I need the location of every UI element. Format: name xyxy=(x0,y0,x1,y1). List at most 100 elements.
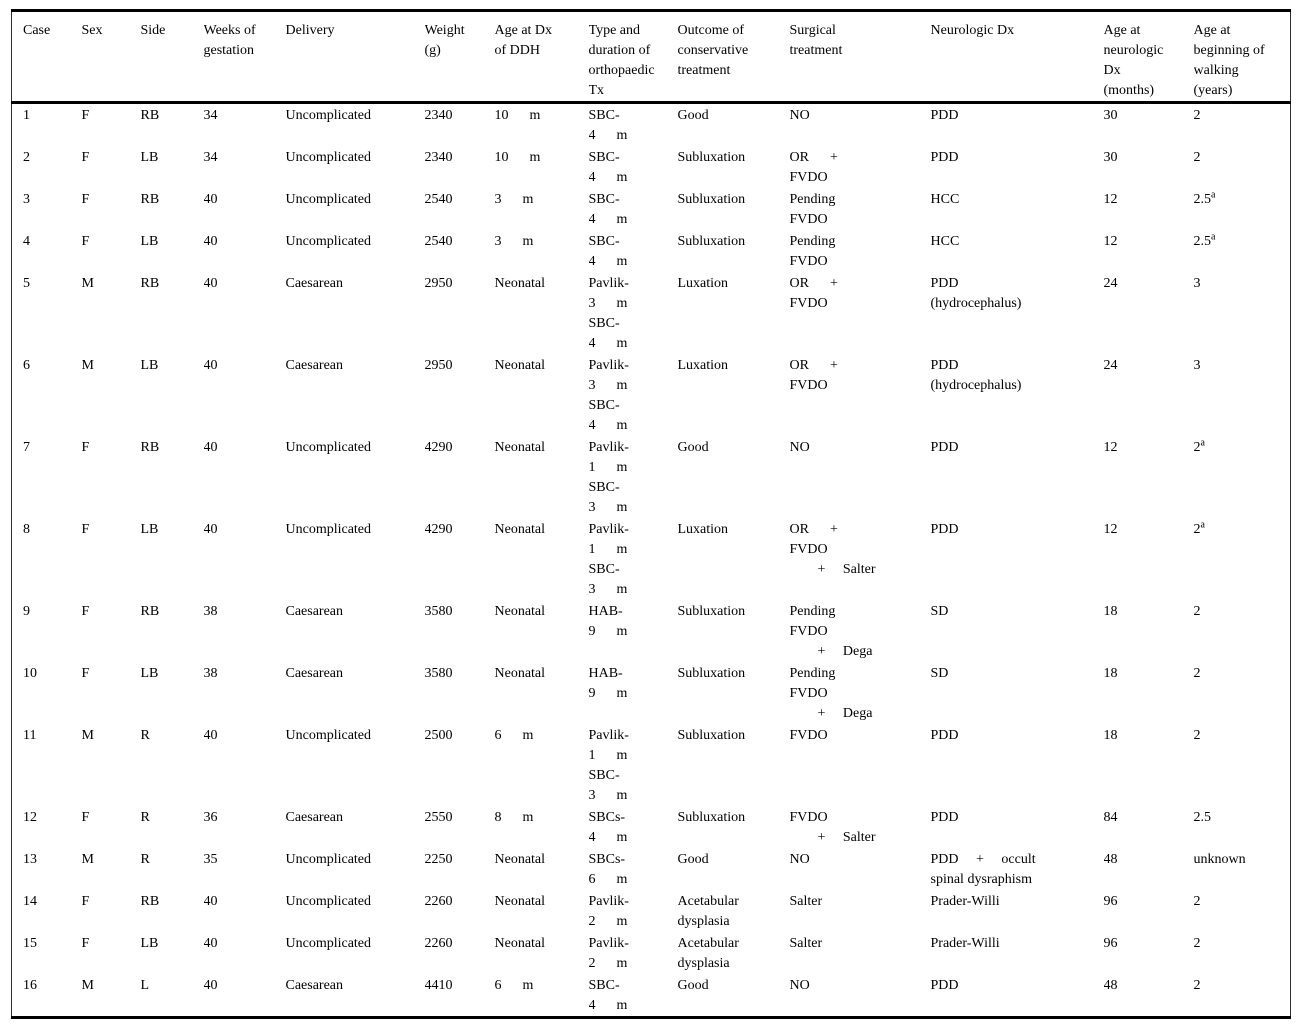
cell-age-neurologic-dx: 12 xyxy=(1103,440,1118,455)
cell-orthopaedic-tx: Pavlik- 1 m SBC- 3 m xyxy=(588,728,629,803)
cell-side: RB xyxy=(140,440,160,455)
cell-age-neurologic-dx: 24 xyxy=(1103,358,1118,373)
cell-surgical-treatment: OR + FVDO xyxy=(789,358,838,393)
cell-outcome: Luxation xyxy=(677,522,729,537)
cell-age-neurologic-dx: 96 xyxy=(1103,936,1118,951)
cell-orthopaedic-tx: Pavlik- 1 m SBC- 3 m xyxy=(588,522,629,597)
cell-age-at-dx: Neonatal xyxy=(494,894,546,909)
cell-neurologic-dx: PDD xyxy=(930,108,959,123)
cell-delivery: Caesarean xyxy=(285,276,344,291)
cell-outcome: Subluxation xyxy=(677,604,746,619)
cell-weight: 3580 xyxy=(424,604,453,619)
cell-age-neurologic-dx: 12 xyxy=(1103,522,1118,537)
cell-delivery: Uncomplicated xyxy=(285,852,372,867)
cell-orthopaedic-tx: HAB- 9 m xyxy=(588,604,628,639)
cell-sex: F xyxy=(81,604,90,619)
cell-sex: M xyxy=(81,358,94,373)
cell-age-walking: 2 xyxy=(1193,666,1201,681)
col-header-neurologic-dx: Neurologic Dx xyxy=(930,10,1104,104)
cell-neurologic-dx: SD xyxy=(930,666,949,681)
col-header-surgical-treatment: Surgical treatment xyxy=(789,10,931,104)
cell-side: RB xyxy=(140,894,160,909)
table-row: 15 F LB 40 Uncomplicated 2260 Neonatal Pavlik- … xyxy=(12,932,1291,974)
cell-age-walking: 2 xyxy=(1193,108,1201,123)
cell-outcome: Subluxation xyxy=(677,150,746,165)
cell-surgical-treatment: Pending FVDO + Dega xyxy=(789,666,873,721)
cell-age-neurologic-dx: 18 xyxy=(1103,604,1118,619)
cell-age-at-dx: 3 m xyxy=(494,192,534,207)
cell-delivery: Uncomplicated xyxy=(285,522,372,537)
cell-delivery: Uncomplicated xyxy=(285,192,372,207)
cell-delivery: Caesarean xyxy=(285,358,344,373)
table-row: 4 F LB 40 Uncomplicated 2540 3 m SBC- 4 m Sublux… xyxy=(12,230,1291,272)
cell-orthopaedic-tx: SBC- 4 m xyxy=(588,108,628,143)
col-header-age-walking: Age at beginning of walking (years) xyxy=(1193,10,1291,104)
cell-surgical-treatment: Pending FVDO xyxy=(789,192,836,227)
cell-age-walking: 2.5a xyxy=(1193,189,1216,207)
cell-side: RB xyxy=(140,276,160,291)
cell-sex: F xyxy=(81,936,90,951)
cell-weeks-of-gestation: 38 xyxy=(203,604,218,619)
cell-orthopaedic-tx: Pavlik- 1 m SBC- 3 m xyxy=(588,440,629,515)
cell-surgical-treatment: Salter xyxy=(789,894,823,909)
cell-weight: 4410 xyxy=(424,978,453,993)
cell-age-walking: 2 xyxy=(1193,728,1201,743)
footnote-marker: a xyxy=(1211,231,1216,243)
cell-weeks-of-gestation: 40 xyxy=(203,978,218,993)
cell-sex: F xyxy=(81,192,90,207)
cell-case: 14 xyxy=(23,894,37,909)
cell-weight: 2340 xyxy=(424,150,453,165)
cell-weight: 3580 xyxy=(424,666,453,681)
cell-age-at-dx: Neonatal xyxy=(494,666,546,681)
cell-side: LB xyxy=(140,522,159,537)
cell-neurologic-dx: HCC xyxy=(930,192,960,207)
cell-age-walking: 2 xyxy=(1193,936,1201,951)
table-row: 10 F LB 38 Caesarean 3580 Neonatal HAB- 9 m Subl… xyxy=(12,662,1291,724)
col-header-age-at-dx: Age at Dx of DDH xyxy=(494,10,589,104)
cell-delivery: Caesarean xyxy=(285,666,344,681)
cell-case: 2 xyxy=(23,150,30,165)
cell-orthopaedic-tx: SBCs- 6 m xyxy=(588,852,628,887)
cell-neurologic-dx: PDD (hydrocephalus) xyxy=(930,358,1022,393)
cell-orthopaedic-tx: SBC- 4 m xyxy=(588,150,628,185)
cell-outcome: Good xyxy=(677,440,709,455)
cell-side: R xyxy=(140,728,150,743)
cell-weeks-of-gestation: 34 xyxy=(203,108,218,123)
cell-neurologic-dx: SD xyxy=(930,604,949,619)
cell-sex: M xyxy=(81,978,94,993)
cell-age-walking: 2a xyxy=(1193,519,1205,537)
cell-age-walking: 3 xyxy=(1193,276,1201,291)
cell-age-at-dx: Neonatal xyxy=(494,358,546,373)
cell-age-neurologic-dx: 84 xyxy=(1103,810,1118,825)
table-row: 2 F LB 34 Uncomplicated 2340 10 m SBC- 4 m Sublu… xyxy=(12,146,1291,188)
cell-side: RB xyxy=(140,108,160,123)
cell-delivery: Caesarean xyxy=(285,604,344,619)
cell-weeks-of-gestation: 40 xyxy=(203,234,218,249)
footnote-marker: a xyxy=(1200,519,1205,531)
cell-age-walking: 2 xyxy=(1193,604,1201,619)
cell-side: LB xyxy=(140,358,159,373)
cell-surgical-treatment: Pending FVDO + Dega xyxy=(789,604,873,659)
cell-surgical-treatment: Pending FVDO xyxy=(789,234,836,269)
cell-side: RB xyxy=(140,192,160,207)
cell-case: 16 xyxy=(23,978,37,993)
cell-case: 3 xyxy=(23,192,30,207)
cell-weeks-of-gestation: 40 xyxy=(203,440,218,455)
clinical-cases-table: Case Sex Side Weeks of gestation Deliver… xyxy=(11,9,1291,1019)
cell-outcome: Luxation xyxy=(677,358,729,373)
cell-sex: F xyxy=(81,522,90,537)
cell-surgical-treatment: FVDO + Salter xyxy=(789,810,876,845)
cell-outcome: Acetabular dysplasia xyxy=(677,894,739,929)
cell-case: 6 xyxy=(23,358,30,373)
cell-orthopaedic-tx: Pavlik- 3 m SBC- 4 m xyxy=(588,276,629,351)
cell-weeks-of-gestation: 36 xyxy=(203,810,218,825)
cell-age-neurologic-dx: 12 xyxy=(1103,234,1118,249)
cell-neurologic-dx: PDD xyxy=(930,150,959,165)
cell-age-at-dx: 10 m xyxy=(494,150,541,165)
cell-age-neurologic-dx: 96 xyxy=(1103,894,1118,909)
cell-outcome: Subluxation xyxy=(677,666,746,681)
footnote-marker: a xyxy=(1200,437,1205,449)
cell-surgical-treatment: NO xyxy=(789,978,810,993)
table-header: Case Sex Side Weeks of gestation Deliver… xyxy=(11,10,1291,104)
cell-case: 9 xyxy=(23,604,30,619)
